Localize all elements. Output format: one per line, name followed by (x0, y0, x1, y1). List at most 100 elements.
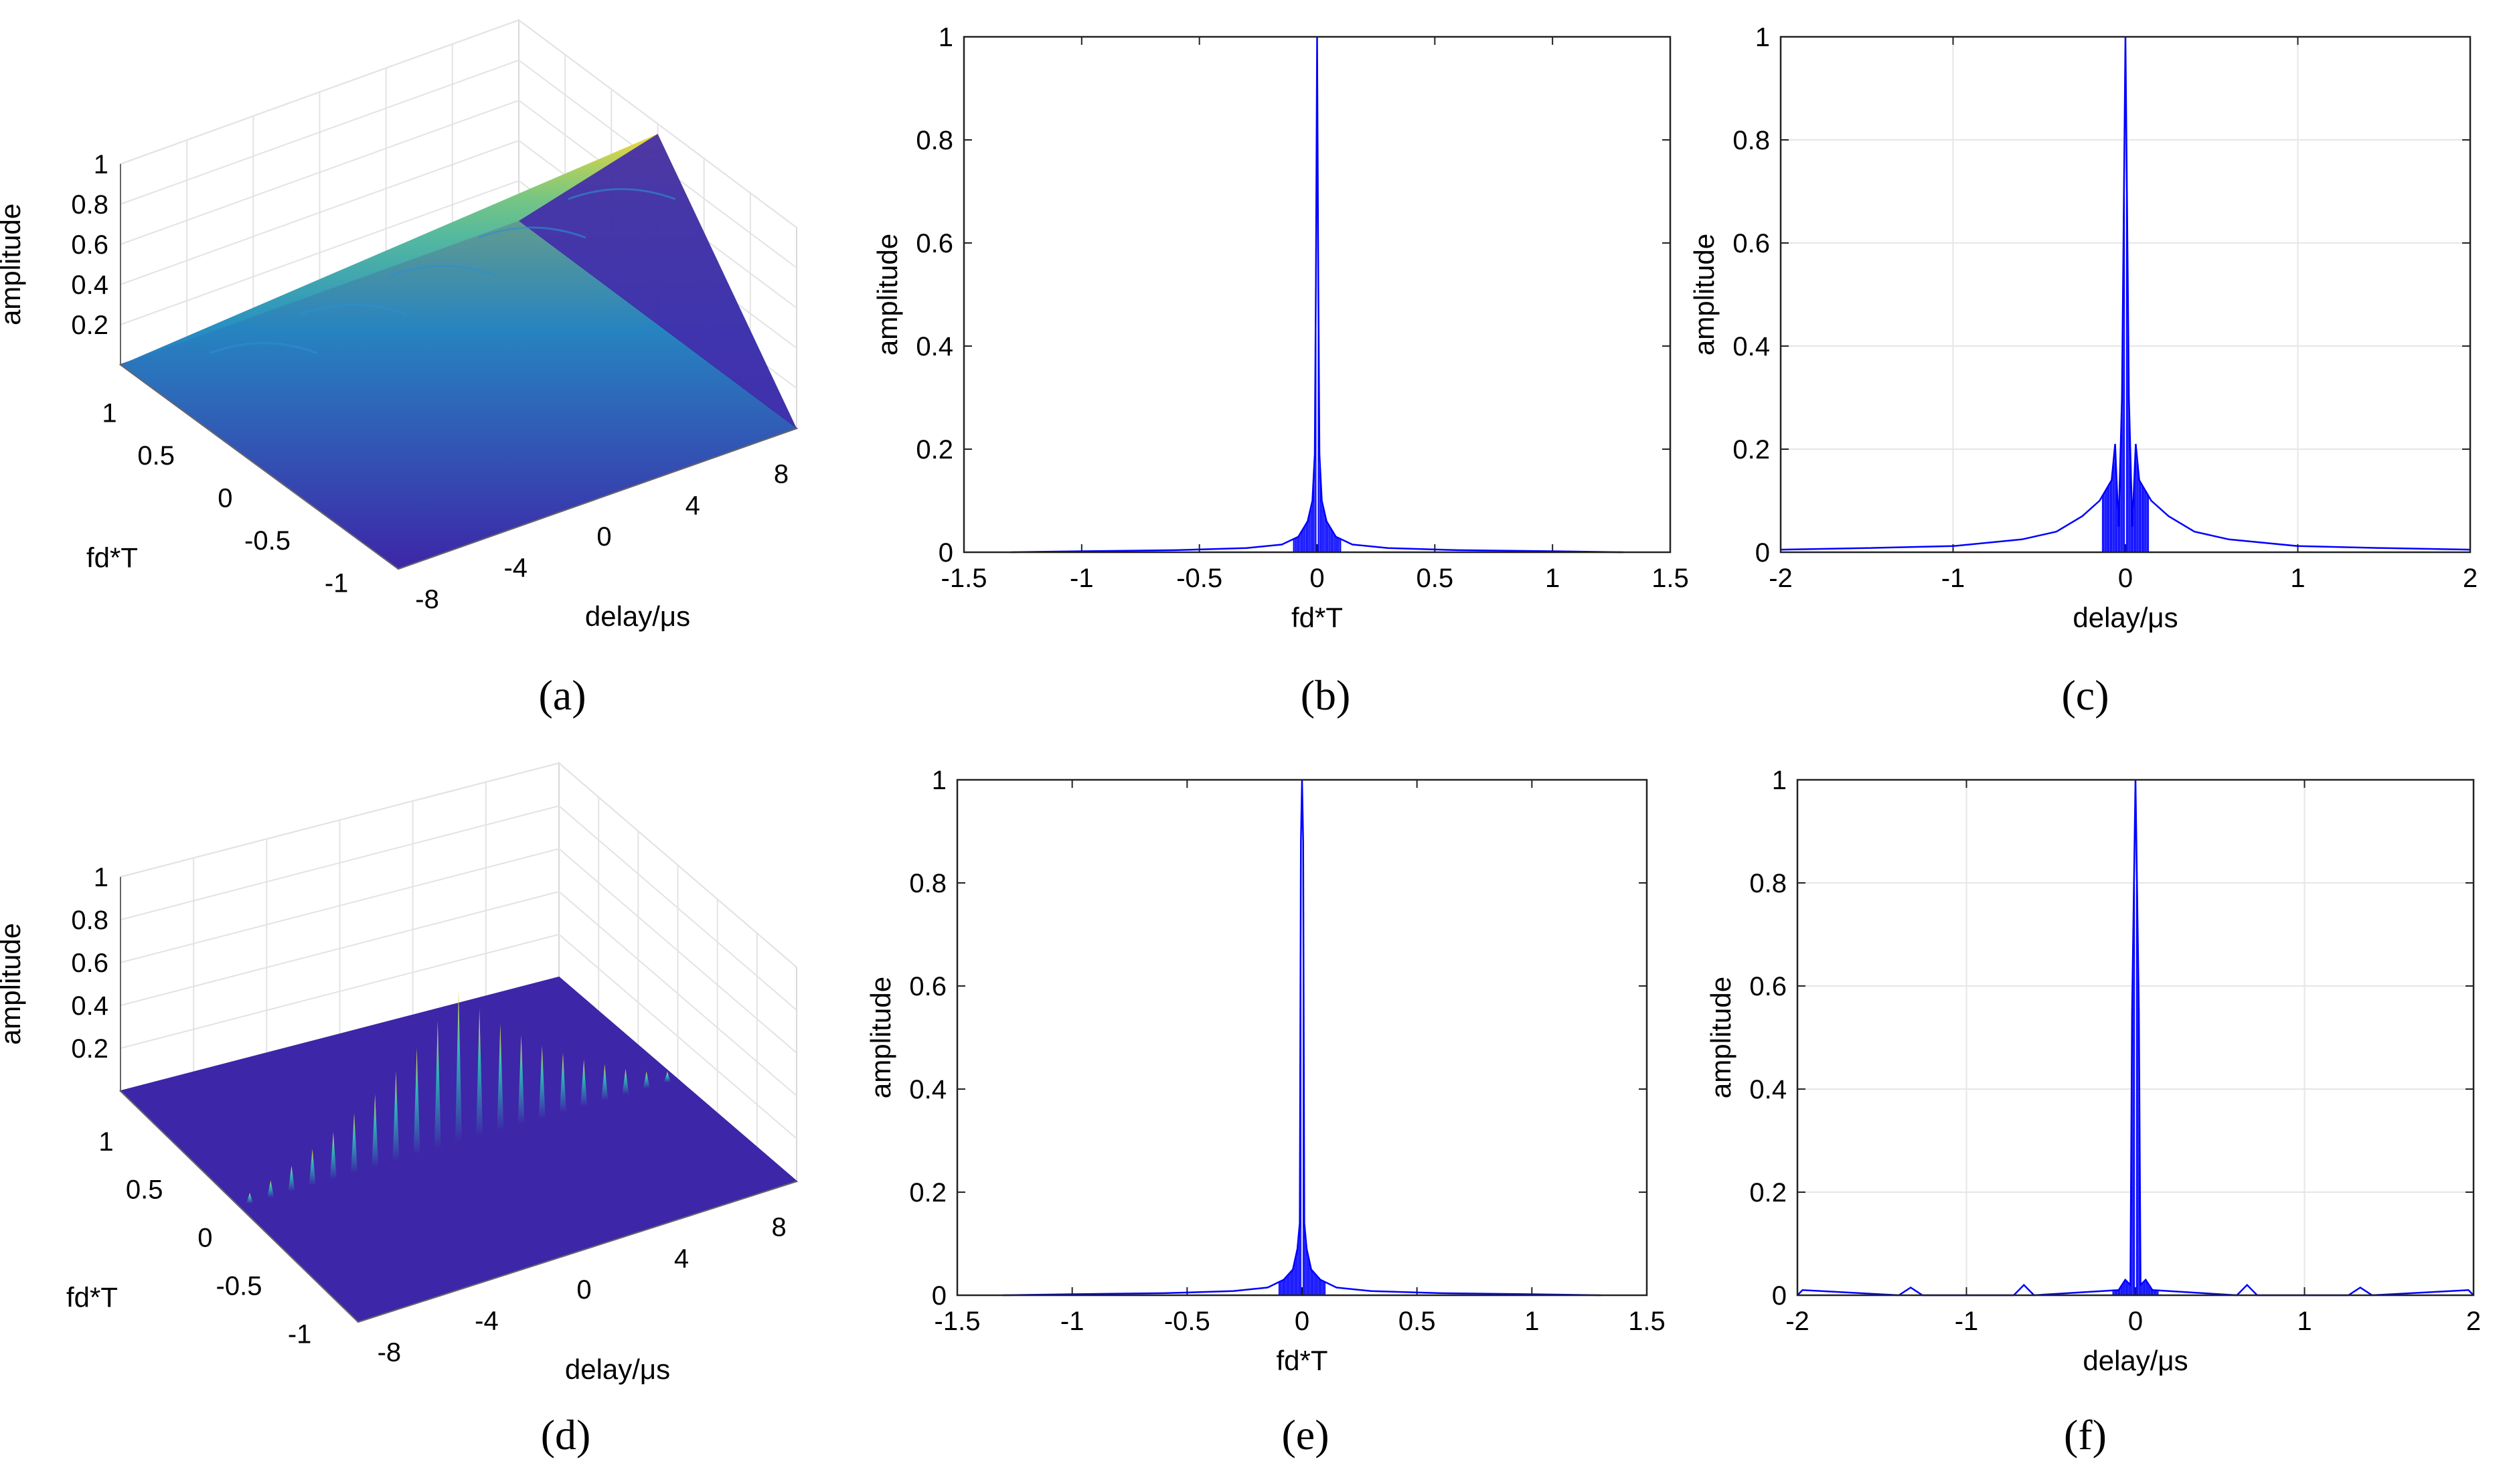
spike (580, 1059, 588, 1107)
line-plot-f: -2 -1 0 1 2 0 0.2 0.4 0.6 0.8 1 delay/μs amplitude (1705, 766, 2481, 1376)
x-tick-label: 1 (1545, 564, 1560, 593)
x-axis-label: fd*T (86, 542, 138, 574)
spike (601, 1064, 609, 1101)
caption-a: (a) (538, 671, 586, 719)
x-tick-label: -1.5 (935, 1307, 981, 1336)
surface-plot-a: 1 0.5 0 -0.5 -1 -8 -4 0 4 8 0.2 0.4 0.6 0.8 1 fd*T delay… (0, 19, 799, 632)
y-tick-label: 0.4 (909, 1075, 947, 1104)
spike (288, 1165, 295, 1191)
y-tick-label: 0.6 (1749, 972, 1787, 1001)
y-axis-label: amplitude (1705, 977, 1736, 1098)
spike (538, 1046, 546, 1119)
z-tick-label: 0.4 (71, 991, 108, 1021)
z-tick-label: 0.2 (71, 311, 108, 340)
y-tick-label: 0.8 (1749, 869, 1787, 898)
y-tick-label: 0 (939, 538, 953, 568)
x-tick-label: 1 (102, 398, 116, 428)
y-tick-label: 0 (1755, 538, 1770, 568)
line-plot-e: -1.5 -1 -0.5 0 0.5 1 1.5 0 0.2 0.4 0.6 0.8 1 fd*T ampl… (865, 766, 1666, 1376)
x-tick-label: -0.5 (1176, 564, 1222, 593)
z-tick-label: 0.2 (71, 1034, 108, 1064)
x-tick-label: 1 (2297, 1307, 2312, 1336)
x-tick-label: -1 (1070, 564, 1094, 593)
spike (434, 1020, 441, 1149)
y-tick-label: 0.4 (1749, 1075, 1787, 1104)
spike (663, 1072, 671, 1083)
caption-b: (b) (1301, 671, 1351, 719)
x-tick-label: 0 (1309, 564, 1324, 593)
y-tick-label: 0 (596, 522, 611, 552)
x-tick-label: 0 (2128, 1307, 2143, 1336)
y-tick-label: 0 (1772, 1281, 1787, 1311)
x-axis-label: fd*T (1291, 602, 1343, 633)
y-tick-label: 1 (1772, 766, 1787, 795)
y-tick-label: 0 (932, 1281, 947, 1311)
y-tick-label: 0.2 (916, 435, 953, 465)
sidelobe-ripple (568, 188, 676, 200)
z-tick-label: 0.8 (71, 190, 108, 220)
x-axis-label: fd*T (1276, 1345, 1327, 1376)
y-tick-label: 0.8 (1732, 126, 1770, 155)
y-tick-label: 0 (576, 1275, 591, 1305)
axes-frame (956, 778, 1648, 1297)
spike (455, 989, 462, 1143)
caption-f: (f) (2064, 1411, 2107, 1459)
x-tick-label: 0 (2118, 564, 2133, 593)
spike (517, 1034, 525, 1125)
y-axis-label: amplitude (872, 234, 903, 355)
axes-frame (963, 35, 1672, 554)
x-tick-label: 1.5 (1651, 564, 1689, 593)
x-tick-label: 0.5 (1398, 1307, 1436, 1336)
y-tick-label: -8 (415, 584, 439, 614)
z-tick-label: 0.4 (71, 270, 108, 300)
z-tick-label: 0.6 (71, 230, 108, 260)
y-tick-label: 8 (774, 460, 789, 489)
spike (392, 1071, 400, 1161)
x-tick-label: -1 (1060, 1307, 1084, 1336)
x-tick-label: 2 (2466, 1307, 2481, 1336)
x-tick-label: -0.5 (244, 526, 291, 556)
x-tick-label: -1 (1941, 564, 1965, 593)
spike (372, 1094, 379, 1167)
x-axis-line (120, 1090, 359, 1323)
z-tick-label: 1 (94, 150, 108, 179)
x-axis-label: fd*T (66, 1282, 118, 1313)
y-tick-label: -4 (503, 554, 528, 583)
spike (351, 1113, 358, 1173)
y-axis-label: amplitude (1688, 234, 1720, 355)
x-axis-label: delay/μs (2083, 1345, 2188, 1376)
y-tick-label: 1 (932, 766, 947, 795)
y-tick-label: 0.6 (916, 229, 953, 258)
spike (413, 1048, 420, 1155)
sidelobe-ripple (210, 342, 318, 354)
y-tick-label: 0.2 (909, 1178, 947, 1208)
sidelobe-ripple (299, 303, 408, 316)
x-axis-label: delay/μs (2073, 602, 2178, 633)
z-axis-label: amplitude (0, 923, 26, 1045)
y-tick-label: 0.2 (1749, 1178, 1787, 1208)
y-axis-label: delay/μs (585, 600, 690, 632)
x-tick-label: -2 (1769, 564, 1793, 593)
x-tick-label: -1 (288, 1319, 312, 1349)
x-tick-label: 1 (98, 1127, 113, 1157)
x-tick-label: 0 (1295, 1307, 1309, 1336)
spike (559, 1052, 566, 1113)
x-tick-label: -0.5 (1164, 1307, 1210, 1336)
y-tick-label: 8 (771, 1213, 786, 1242)
caption-d: (d) (541, 1411, 591, 1459)
spike (476, 1008, 483, 1137)
y-axis-line (357, 1181, 797, 1323)
y-axis-label: delay/μs (565, 1353, 670, 1385)
spike (246, 1192, 254, 1204)
spike (267, 1180, 274, 1198)
y-tick-label: -8 (378, 1337, 402, 1367)
caption-e: (e) (1281, 1411, 1329, 1459)
x-tick-label: 0.5 (137, 441, 175, 471)
y-tick-label: 4 (685, 491, 700, 520)
x-tick-label: -2 (1785, 1307, 1809, 1336)
y-tick-label: 0.4 (916, 332, 953, 361)
y-tick-label: -4 (475, 1307, 499, 1336)
y-tick-label: 0.6 (1732, 229, 1770, 258)
z-axis-label: amplitude (0, 203, 26, 325)
x-tick-label: 1 (1524, 1307, 1539, 1336)
